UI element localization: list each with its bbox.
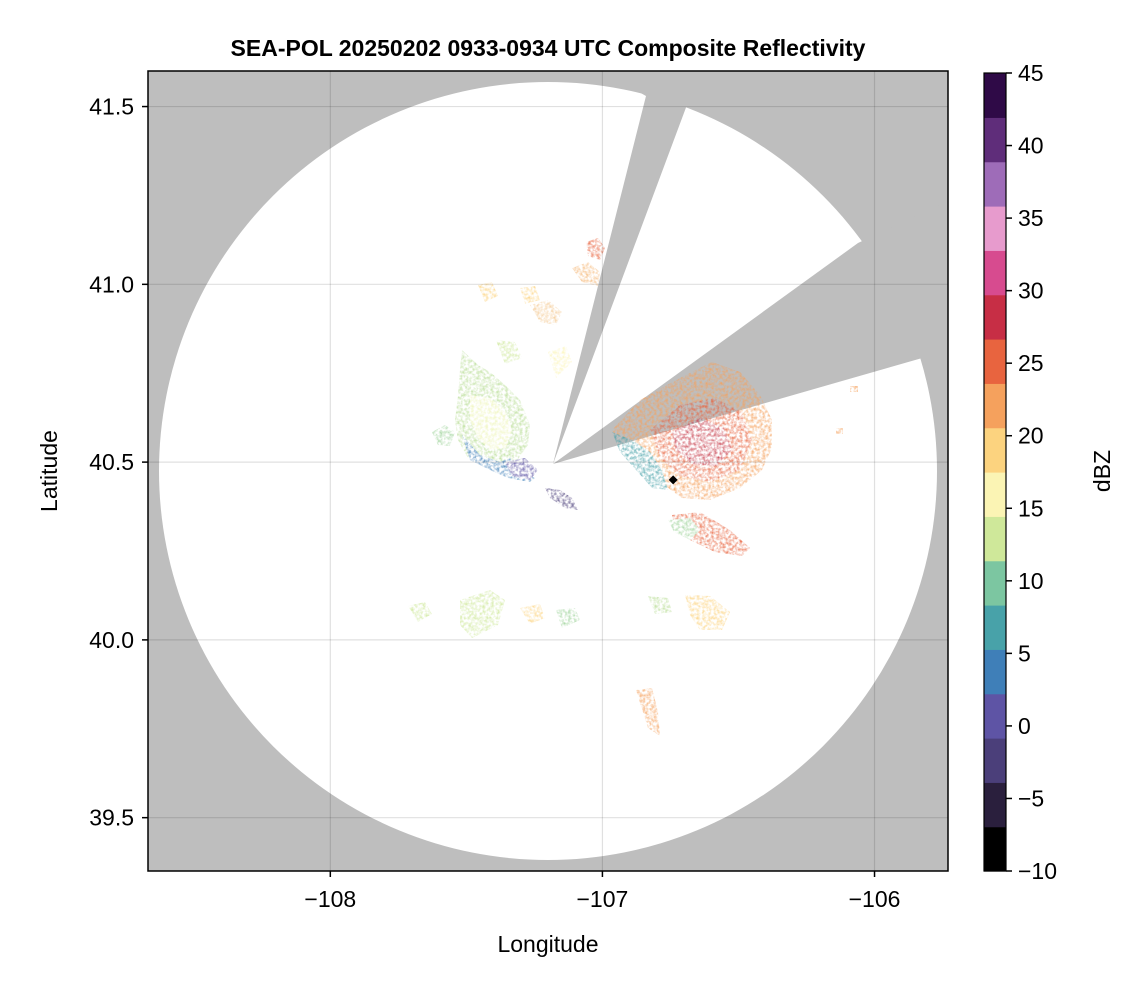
colorbar-tick-label-6: 20 (1018, 423, 1044, 449)
colorbar-tick-label-3: 5 (1018, 640, 1031, 666)
echo-north-cell-2 (572, 262, 600, 286)
x-axis-label: Longitude (497, 931, 598, 957)
echo-south-cluster-6 (685, 595, 730, 630)
colorbar-tick-label-0: −10 (1018, 858, 1057, 884)
colorbar-swatch-17 (984, 73, 1006, 118)
grid-lines (148, 71, 948, 871)
colorbar-swatch-0 (984, 826, 1006, 872)
colorbar-tick-label-7: 25 (1018, 350, 1044, 376)
plot-frame (147, 70, 949, 872)
colorbar-tick-label-8: 30 (1018, 278, 1044, 304)
colorbar-swatch-9 (984, 427, 1006, 473)
colorbar-swatch-11 (984, 339, 1006, 384)
y-tick-label-3: 41.0 (89, 271, 134, 297)
colorbar-swatch-5 (984, 605, 1006, 650)
colorbar-swatch-1 (984, 782, 1006, 828)
reflectivity-echoes (408, 238, 858, 736)
echo-north-scatter-5 (548, 346, 572, 378)
echo-south-cluster-4 (556, 608, 580, 628)
colorbar-swatch-15 (984, 161, 1006, 207)
x-tick-label-1: −107 (577, 886, 629, 912)
echo-west-blue (505, 458, 538, 480)
echo-northeast-tail (612, 432, 668, 490)
colorbar-tick-label-5: 15 (1018, 495, 1044, 521)
echo-south-cluster-2 (460, 590, 505, 638)
colorbar-swatch-13 (984, 250, 1006, 296)
colorbar-swatch-2 (984, 738, 1006, 783)
colorbar-tick-label-4: 10 (1018, 568, 1044, 594)
echo-east-speck-1 (850, 386, 858, 392)
colorbar-label: dBZ (1089, 450, 1115, 492)
echo-southeast-band-fringe (668, 518, 700, 540)
y-tick-label-0: 39.5 (89, 805, 134, 831)
colorbar-swatch-14 (984, 206, 1006, 251)
colorbar-swatch-6 (984, 560, 1006, 606)
y-axis-label: Latitude (36, 430, 62, 512)
echo-purple-strip (545, 488, 578, 510)
radar-coverage (159, 82, 937, 860)
colorbar-swatch-8 (984, 472, 1006, 517)
colorbar-tick-label-11: 45 (1018, 60, 1044, 86)
y-tick-label-2: 40.5 (89, 449, 134, 475)
x-axis-ticks: −108 −107 −106 (304, 871, 900, 912)
echo-south-cluster-1 (408, 602, 432, 622)
colorbar-tick-label-10: 40 (1018, 133, 1044, 159)
y-tick-label-1: 40.0 (89, 627, 134, 653)
echo-north-scatter-1 (478, 282, 498, 302)
colorbar-swatch-12 (984, 294, 1006, 340)
colorbar-frame (983, 72, 1007, 872)
colorbar-swatch-7 (984, 516, 1006, 562)
y-axis-ticks: 39.5 40.0 40.5 41.0 41.5 (89, 94, 148, 831)
x-tick-label-0: −108 (304, 886, 356, 912)
colorbar-swatch-10 (984, 383, 1006, 429)
colorbar-swatch-4 (984, 649, 1006, 695)
colorbar-tick-label-9: 35 (1018, 205, 1044, 231)
colorbar-tick-label-2: 0 (1018, 713, 1031, 739)
echo-west-small (432, 425, 455, 446)
colorbar-ticks: −10 −5 0 5 10 15 20 25 30 35 40 45 (1006, 60, 1057, 884)
y-tick-label-4: 41.5 (89, 94, 134, 120)
echo-west-core (470, 395, 512, 450)
x-tick-label-2: −106 (849, 886, 901, 912)
echo-north-scatter-2 (520, 286, 540, 304)
chart-title: SEA-POL 20250202 0933-0934 UTC Composite… (231, 35, 866, 61)
colorbar-swatch-16 (984, 117, 1006, 163)
echo-north-cell (586, 238, 605, 260)
blocked-sector-north (553, 71, 700, 464)
echo-south-cluster-5 (648, 596, 672, 614)
echo-south-far (636, 688, 660, 736)
colorbar (983, 72, 1007, 872)
echo-north-scatter-3 (530, 300, 562, 325)
echo-east-speck-2 (836, 428, 843, 434)
colorbar-tick-label-1: −5 (1018, 785, 1044, 811)
echo-south-cluster-3 (520, 604, 545, 624)
radar-site-marker (668, 475, 678, 485)
colorbar-swatch-3 (984, 693, 1006, 739)
echo-northeast-inner (672, 418, 732, 466)
echo-north-scatter-4 (496, 340, 522, 364)
